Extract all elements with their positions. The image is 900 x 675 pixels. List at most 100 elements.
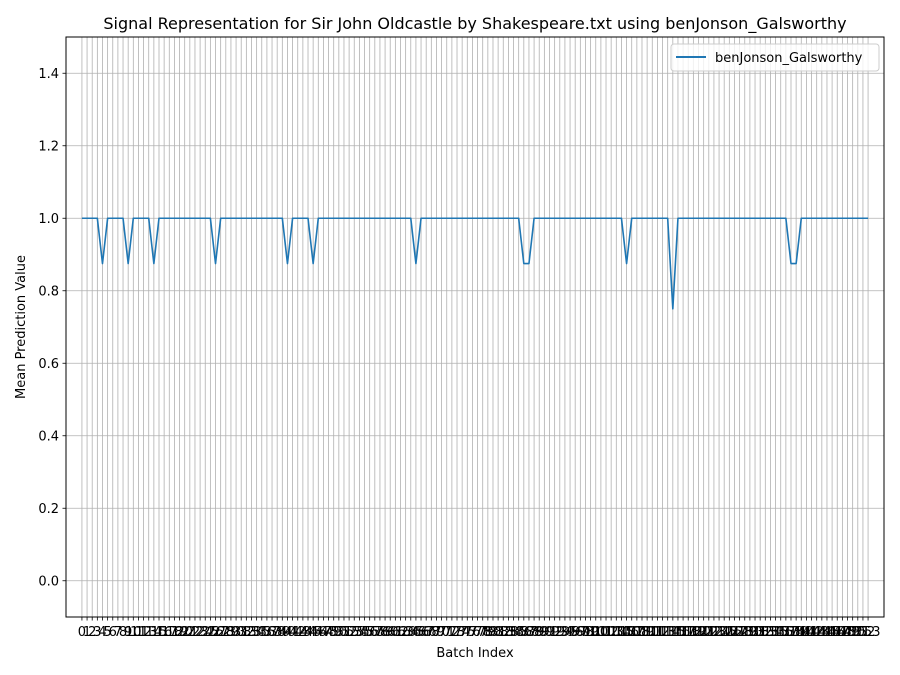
x-tick-label: 26 — [207, 625, 224, 640]
x-tick-label: 27 — [212, 625, 229, 640]
x-tick-label: 7 — [114, 625, 122, 640]
x-tick-label: 151 — [845, 625, 870, 640]
x-tick-label: 43 — [295, 625, 312, 640]
x-tick-label: 121 — [691, 625, 716, 640]
x-axis-label: Batch Index — [436, 646, 514, 661]
x-tick-label: 108 — [624, 625, 649, 640]
x-tick-label: 75 — [459, 625, 476, 640]
x-tick-label: 34 — [248, 625, 265, 640]
x-tick-label: 101 — [588, 625, 613, 640]
x-tick-label: 82 — [495, 625, 512, 640]
x-tick-label: 130 — [737, 625, 762, 640]
x-tick-label: 15 — [151, 625, 168, 640]
x-tick-label: 148 — [830, 625, 855, 640]
x-tick-label: 69 — [428, 625, 445, 640]
x-tick-label: 8 — [119, 625, 127, 640]
x-tick-label: 0 — [78, 625, 86, 640]
x-tick-label: 127 — [722, 625, 747, 640]
x-tick-label: 103 — [599, 625, 624, 640]
x-tick-label: 84 — [505, 625, 522, 640]
legend-entry-label: benJonson_Galsworthy — [715, 51, 863, 66]
x-tick-label: 141 — [794, 625, 819, 640]
y-tick-label: 1.4 — [38, 67, 59, 82]
x-tick-label: 56 — [361, 625, 378, 640]
x-tick-label: 47 — [315, 625, 332, 640]
x-tick-label: 105 — [609, 625, 634, 640]
x-tick-label: 85 — [510, 625, 527, 640]
x-tick-label: 98 — [577, 625, 594, 640]
x-tick-label: 35 — [253, 625, 270, 640]
x-tick-label: 42 — [289, 625, 306, 640]
x-tick-label: 28 — [218, 625, 235, 640]
x-tick-label: 80 — [485, 625, 502, 640]
x-tick-label: 49 — [325, 625, 342, 640]
x-tick-label: 152 — [851, 625, 876, 640]
x-tick-label: 87 — [521, 625, 538, 640]
x-tick-label: 97 — [572, 625, 589, 640]
x-tick-label: 57 — [367, 625, 384, 640]
y-tick-label: 1.0 — [38, 212, 59, 227]
y-axis-ticks: 0.0 0.2 0.4 0.6 0.8 1.0 1.2 1.4 — [38, 67, 66, 589]
x-tick-label: 2 — [88, 625, 96, 640]
x-tick-label: 14 — [146, 625, 163, 640]
x-tick-label: 138 — [779, 625, 804, 640]
x-tick-label: 79 — [480, 625, 497, 640]
x-tick-label: 31 — [233, 625, 250, 640]
legend-box — [670, 43, 880, 72]
x-tick-label: 36 — [259, 625, 276, 640]
x-tick-label: 96 — [567, 625, 584, 640]
x-tick-label: 6 — [109, 625, 117, 640]
x-tick-label: 19 — [171, 625, 188, 640]
x-tick-label: 150 — [840, 625, 865, 640]
x-tick-label: 39 — [274, 625, 291, 640]
x-tick-label: 76 — [464, 625, 481, 640]
legend: benJonson_Galsworthy — [670, 43, 880, 72]
x-tick-label: 59 — [377, 625, 394, 640]
x-tick-label: 144 — [809, 625, 834, 640]
x-tick-label: 145 — [815, 625, 840, 640]
x-tick-label: 134 — [758, 625, 783, 640]
x-tick-label: 45 — [305, 625, 322, 640]
x-tick-label: 94 — [557, 625, 574, 640]
x-tick-label: 24 — [197, 625, 214, 640]
x-tick-label: 60 — [382, 625, 399, 640]
x-tick-label: 106 — [614, 625, 639, 640]
x-tick-label: 10 — [125, 625, 142, 640]
x-tick-label: 120 — [686, 625, 711, 640]
x-tick-label: 83 — [500, 625, 517, 640]
x-tick-label: 116 — [666, 625, 691, 640]
x-tick-label: 115 — [660, 625, 685, 640]
x-tick-label: 146 — [820, 625, 845, 640]
x-axis-ticks: 0123456789101112131415161718192021222324… — [78, 617, 880, 640]
x-tick-label: 91 — [541, 625, 558, 640]
x-tick-label: 124 — [707, 625, 732, 640]
x-tick-label: 29 — [223, 625, 240, 640]
x-tick-label: 71 — [438, 625, 455, 640]
x-tick-label: 111 — [640, 625, 665, 640]
x-tick-label: 137 — [773, 625, 798, 640]
x-tick-label: 17 — [161, 625, 178, 640]
x-tick-label: 95 — [562, 625, 579, 640]
x-tick-label: 25 — [202, 625, 219, 640]
x-tick-label: 12 — [135, 625, 152, 640]
x-tick-label: 32 — [238, 625, 255, 640]
y-tick-label: 0.0 — [38, 574, 59, 589]
x-tick-label: 11 — [130, 625, 147, 640]
x-tick-label: 20 — [176, 625, 193, 640]
x-tick-label: 54 — [351, 625, 368, 640]
x-tick-label: 117 — [671, 625, 696, 640]
x-tick-label: 119 — [681, 625, 706, 640]
x-tick-label: 72 — [444, 625, 461, 640]
grid-lines — [66, 37, 884, 617]
x-tick-label: 93 — [552, 625, 569, 640]
x-tick-label: 140 — [789, 625, 814, 640]
x-tick-label: 68 — [423, 625, 440, 640]
x-tick-label: 22 — [187, 625, 204, 640]
x-tick-label: 21 — [182, 625, 199, 640]
x-tick-label: 23 — [192, 625, 209, 640]
y-tick-label: 0.2 — [38, 502, 59, 517]
x-tick-label: 147 — [825, 625, 850, 640]
x-tick-label: 102 — [594, 625, 619, 640]
x-tick-label: 50 — [331, 625, 348, 640]
